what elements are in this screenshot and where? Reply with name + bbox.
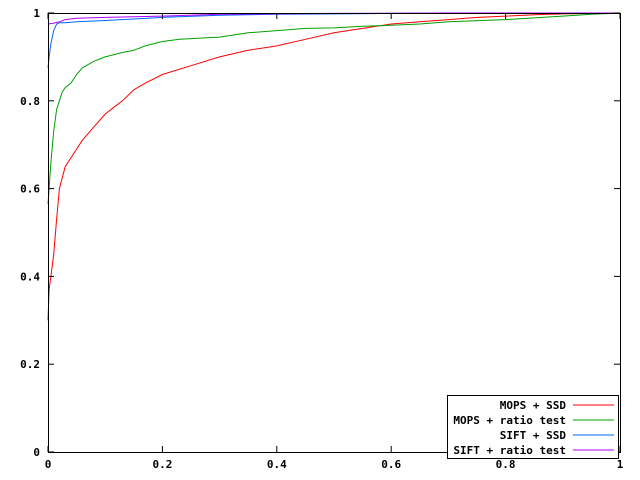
- legend-label: SIFT + SSD: [500, 429, 567, 442]
- ticks-layer: 0 0.2 0.4 0.6 0.8 1 0 0.2 0.4 0.6 0.8 1: [20, 7, 624, 471]
- y-tick-label: 0.4: [20, 270, 40, 283]
- x-tick-label: 0.8: [496, 458, 516, 471]
- y-tick-label: 0.6: [20, 183, 40, 196]
- y-tick-label: 0.8: [20, 95, 40, 108]
- series-layer: [47, 12, 621, 321]
- x-tick-label: 0.6: [381, 458, 401, 471]
- legend-label: SIFT + ratio test: [453, 444, 566, 457]
- series-line-3: [47, 12, 621, 68]
- x-tick-label: 0.4: [267, 458, 287, 471]
- legend-label: MOPS + ratio test: [453, 414, 566, 427]
- x-tick-label: 0: [45, 458, 52, 471]
- x-tick-label: 1: [617, 458, 624, 471]
- y-tick-label: 1: [33, 7, 40, 20]
- y-tick-label: 0.2: [20, 358, 40, 371]
- series-line-1: [47, 12, 621, 321]
- legend: MOPS + SSD MOPS + ratio test SIFT + SSD SIF…: [447, 395, 619, 459]
- legend-box: [447, 395, 619, 459]
- x-tick-label: 0.2: [152, 458, 172, 471]
- series-line-2: [47, 12, 621, 205]
- plot-frame: [48, 13, 621, 453]
- legend-label: MOPS + SSD: [500, 399, 567, 412]
- y-tick-label: 0: [33, 446, 40, 459]
